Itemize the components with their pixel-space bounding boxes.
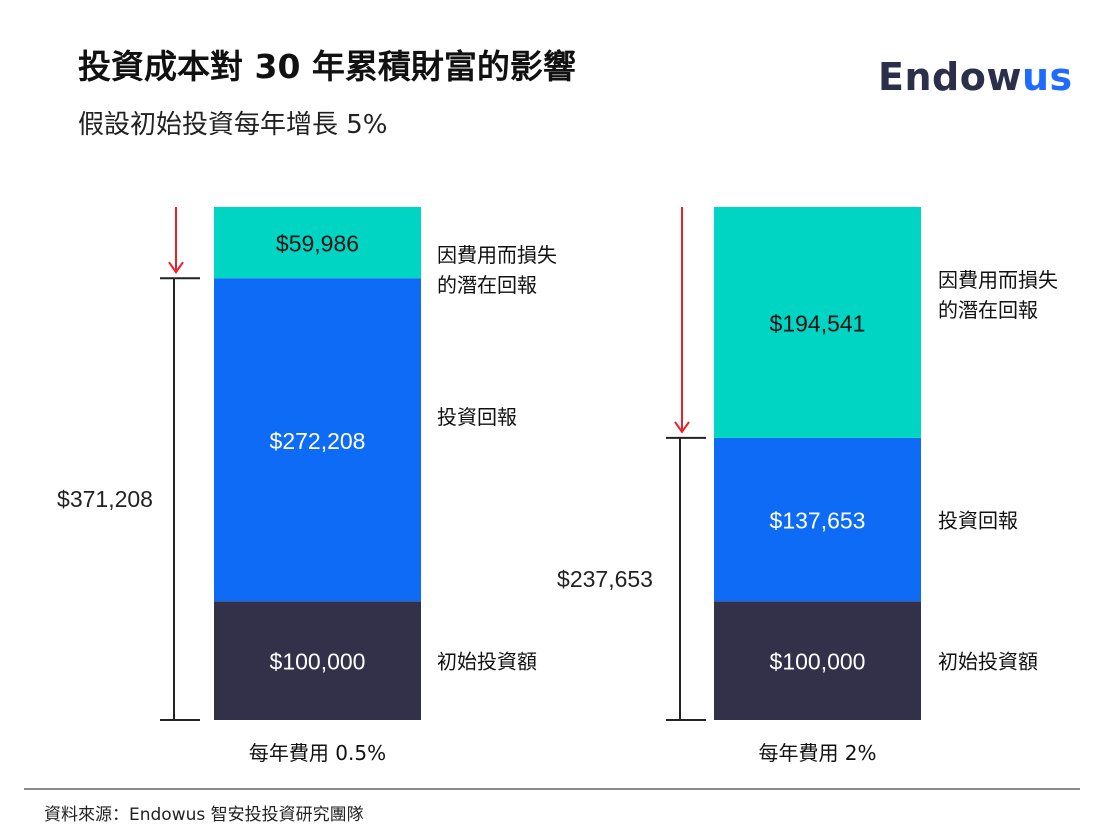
bar-value-label: $100,000 xyxy=(770,649,866,675)
bar-segment xyxy=(714,601,921,720)
stacked-bar-chart: $100,000$272,208$59,986初始投資額投資回報因費用而損失的潛… xyxy=(57,207,1058,765)
series-label: 的潛在回報 xyxy=(437,273,537,297)
bar-segment xyxy=(214,278,421,602)
series-label: 因費用而損失 xyxy=(938,268,1058,292)
total-value-label: $371,208 xyxy=(57,486,153,512)
bar-value-label: $137,653 xyxy=(770,508,866,534)
category-label: 每年費用 0.5% xyxy=(249,741,386,765)
bar-segment xyxy=(214,601,421,720)
loss-arrow-head xyxy=(674,421,690,434)
footer-divider xyxy=(24,788,1080,790)
series-label: 的潛在回報 xyxy=(938,298,1038,322)
series-label: 因費用而損失 xyxy=(437,243,557,267)
bar-value-label: $272,208 xyxy=(270,428,366,454)
logo-main-text: Endow xyxy=(878,55,1022,99)
bar-value-label: $194,541 xyxy=(770,311,866,337)
bar-segment xyxy=(214,207,421,279)
bar-value-label: $59,986 xyxy=(276,231,359,257)
chart-subtitle: 假設初始投資每年增長 5% xyxy=(78,110,388,140)
bar-segment xyxy=(714,437,921,602)
series-label: 初始投資額 xyxy=(938,650,1038,674)
loss-arrow-head xyxy=(168,261,184,274)
category-label: 每年費用 2% xyxy=(758,741,876,765)
chart-title: 投資成本對 30 年累積財富的影響 xyxy=(78,47,576,86)
total-value-label: $237,653 xyxy=(557,566,653,592)
logo-accent-text: us xyxy=(1021,55,1073,99)
series-label: 投資回報 xyxy=(437,405,517,429)
series-label: 投資回報 xyxy=(938,509,1018,533)
series-label: 初始投資額 xyxy=(437,650,537,674)
source-note: 資料來源：Endowus 智安投投資研究團隊 xyxy=(44,805,364,825)
bar-value-label: $100,000 xyxy=(270,649,366,675)
bar-segment xyxy=(714,207,921,438)
endowus-logo: Endowus xyxy=(878,55,1073,99)
